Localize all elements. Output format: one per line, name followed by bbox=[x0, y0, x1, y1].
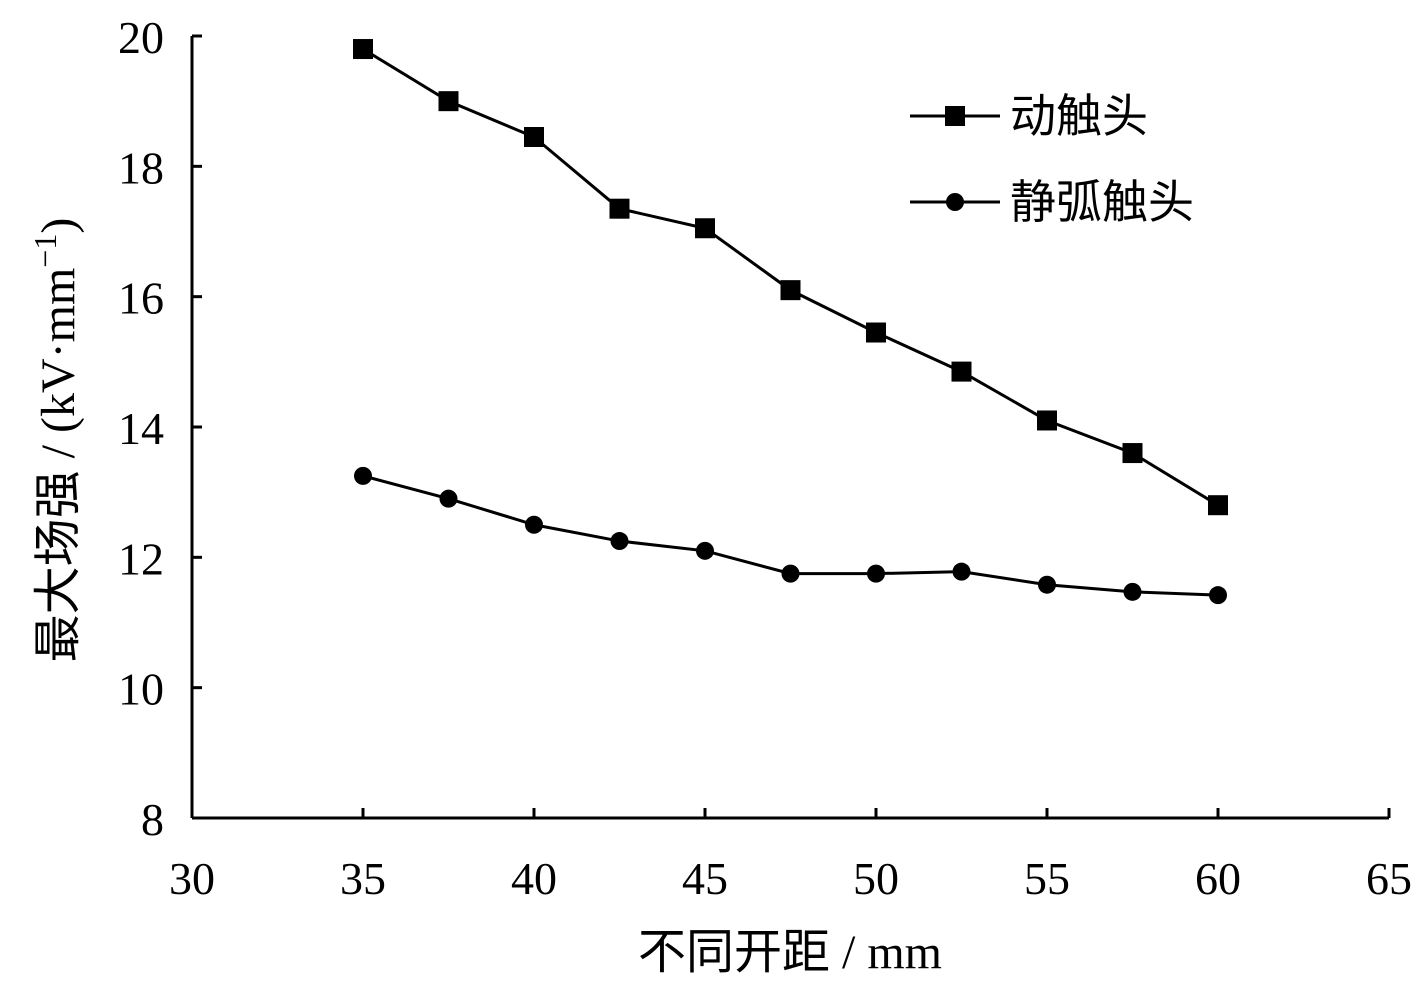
data-point-moving-contact bbox=[609, 198, 630, 219]
x-tick-label: 60 bbox=[1195, 853, 1241, 904]
series-layer bbox=[353, 39, 1228, 605]
legend-square-marker bbox=[945, 106, 965, 126]
y-axis-title: 最大场强 / (kV·mm−1) bbox=[27, 218, 85, 663]
data-point-moving-contact bbox=[780, 280, 801, 301]
x-tick-label: 30 bbox=[169, 853, 215, 904]
data-point-moving-contact bbox=[1208, 495, 1228, 516]
x-tick-label: 55 bbox=[1024, 853, 1070, 904]
legend-label-moving-contact: 动触头 bbox=[1010, 91, 1148, 142]
y-tick-label: 16 bbox=[118, 273, 164, 324]
y-tick-label: 12 bbox=[118, 533, 164, 584]
legend-label-static-arc-contact: 静弧触头 bbox=[1010, 177, 1194, 228]
axes bbox=[190, 36, 1389, 820]
data-point-static-arc-contact bbox=[867, 564, 885, 583]
data-point-moving-contact bbox=[866, 322, 886, 343]
legend-item-moving-contact: 动触头 bbox=[910, 91, 1148, 142]
data-point-moving-contact bbox=[438, 91, 459, 112]
y-axis-title-superscript: −1 bbox=[27, 234, 63, 268]
data-point-static-arc-contact bbox=[439, 489, 458, 508]
data-point-moving-contact bbox=[695, 218, 715, 239]
data-point-moving-contact bbox=[353, 39, 373, 60]
y-tick-label: 18 bbox=[118, 142, 164, 193]
data-point-moving-contact bbox=[1037, 410, 1057, 431]
data-point-static-arc-contact bbox=[610, 532, 629, 551]
x-tick-label: 65 bbox=[1366, 853, 1412, 904]
legend-item-static-arc-contact: 静弧触头 bbox=[910, 177, 1194, 228]
y-axis-title-group: 最大场强 / (kV·mm−1) bbox=[27, 218, 85, 663]
data-point-moving-contact bbox=[524, 127, 544, 148]
data-point-moving-contact bbox=[951, 361, 972, 382]
y-axis-title-close: ) bbox=[32, 218, 85, 234]
data-point-static-arc-contact bbox=[1123, 582, 1142, 601]
y-axis-title-main: 最大场强 / (kV·mm bbox=[32, 268, 85, 663]
legend: 动触头 静弧触头 bbox=[910, 91, 1194, 228]
data-point-static-arc-contact bbox=[525, 515, 543, 534]
data-point-static-arc-contact bbox=[696, 541, 714, 560]
data-point-static-arc-contact bbox=[1038, 575, 1056, 594]
x-tick-label: 45 bbox=[682, 853, 728, 904]
data-point-static-arc-contact bbox=[354, 466, 372, 485]
data-point-static-arc-contact bbox=[952, 562, 971, 581]
legend-circle-marker bbox=[946, 193, 964, 211]
y-tick-label: 14 bbox=[118, 403, 164, 454]
y-tick-label: 20 bbox=[118, 12, 164, 63]
data-point-static-arc-contact bbox=[1209, 586, 1227, 605]
x-axis-title: 不同开距 / mm bbox=[638, 926, 942, 979]
data-point-static-arc-contact bbox=[781, 564, 800, 583]
x-ticks: 30 35 40 45 50 55 60 65 bbox=[169, 808, 1412, 904]
y-tick-label: 8 bbox=[141, 794, 164, 845]
x-tick-label: 35 bbox=[340, 853, 386, 904]
y-ticks: 8 10 12 14 16 18 20 bbox=[118, 12, 202, 845]
x-tick-label: 40 bbox=[511, 853, 557, 904]
data-point-moving-contact bbox=[1122, 443, 1143, 464]
x-tick-label: 50 bbox=[853, 853, 899, 904]
y-tick-label: 10 bbox=[118, 664, 164, 715]
